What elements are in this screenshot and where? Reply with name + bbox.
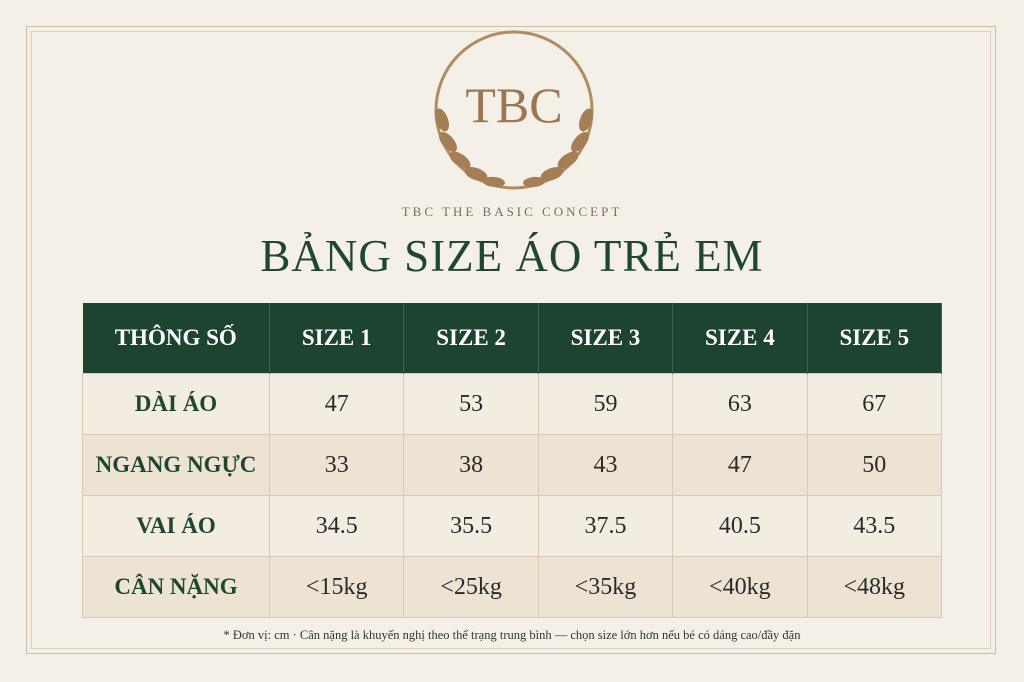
cell: <25kg [403, 556, 539, 618]
row-label: VAI ÁO [82, 495, 270, 557]
cell: 47 [672, 434, 808, 496]
row-label: CÂN NẶNG [82, 556, 270, 618]
logo: TBC [434, 30, 594, 190]
cell: 33 [268, 434, 405, 496]
cell: 59 [537, 373, 674, 435]
logo-text: TBC [465, 77, 562, 133]
cell: <48kg [806, 556, 943, 618]
laurel [435, 108, 593, 188]
size-table: THÔNG SỐ SIZE 1 SIZE 2 SIZE 3 SIZE 4 SIZE 5 D… [82, 303, 943, 618]
cell: 37.5 [537, 495, 674, 557]
tagline: TBC THE BASIC CONCEPT [401, 204, 623, 219]
cell: 67 [806, 373, 943, 435]
header-cell: SIZE 2 [403, 303, 539, 374]
cell: 35.5 [403, 495, 539, 557]
header-cell: SIZE 3 [538, 303, 674, 374]
cell: 34.5 [268, 495, 405, 557]
title: BẢNG SIZE ÁO TRẺ EM [260, 231, 764, 281]
row-label: NGANG NGỰC [82, 434, 270, 496]
table-row: VAI ÁO 34.5 35.5 37.5 40.5 43.5 [82, 495, 943, 557]
frame [26, 26, 996, 654]
cell: 43 [537, 434, 674, 496]
header-cell: SIZE 1 [269, 303, 405, 374]
table-row: DÀI ÁO 47 53 59 63 67 [82, 373, 943, 435]
table-row: CÂN NẶNG <15kg <25kg <35kg <40kg <48kg [82, 556, 943, 618]
cell: 50 [806, 434, 943, 496]
header-cell: SIZE 5 [807, 303, 943, 374]
cell: 38 [403, 434, 539, 496]
cell: <15kg [268, 556, 405, 618]
cell: <40kg [672, 556, 808, 618]
table-row: NGANG NGỰC 33 38 43 47 50 [82, 434, 943, 496]
logo-ring [434, 30, 594, 190]
cell: 43.5 [806, 495, 943, 557]
header-row: THÔNG SỐ SIZE 1 SIZE 2 SIZE 3 SIZE 4 SIZE 5 [82, 303, 943, 374]
cell: 47 [268, 373, 405, 435]
header-cell: SIZE 4 [672, 303, 808, 374]
cell: 53 [403, 373, 539, 435]
cell: 40.5 [672, 495, 808, 557]
cell: <35kg [537, 556, 674, 618]
header-cell: THÔNG SỐ [82, 303, 270, 374]
row-label: DÀI ÁO [82, 373, 270, 435]
cell: 63 [672, 373, 808, 435]
footnote: * Đơn vị: cm · Cân nặng là khuyến nghị t… [223, 628, 801, 642]
